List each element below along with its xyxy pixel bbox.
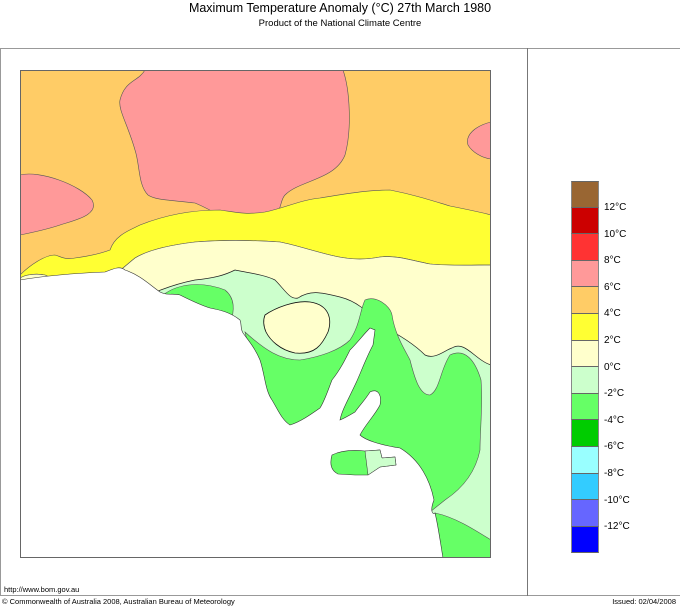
kangaroo-island-east xyxy=(364,449,397,476)
legend-label: 4°C xyxy=(604,308,621,320)
legend-label: 12°C xyxy=(604,202,627,213)
frame-left-border xyxy=(0,48,1,596)
legend-swatch-8-to-10 xyxy=(571,234,599,261)
legend-swatch-0-to-2 xyxy=(571,340,599,368)
legend-swatch-below-minus12 xyxy=(571,526,599,554)
zone-0-to-2-inner xyxy=(263,301,331,354)
map-title: Maximum Temperature Anomaly (°C) 27th Ma… xyxy=(188,1,492,15)
legend-label: 8°C xyxy=(604,255,621,267)
map-frame xyxy=(0,48,680,596)
legend-swatch-minus6-to-minus4 xyxy=(571,420,599,447)
legend-swatch-2-to-4 xyxy=(571,313,599,341)
issued-date: Issued: 02/04/2008 xyxy=(612,597,676,606)
legend-swatch-minus4-to-minus2 xyxy=(571,393,599,421)
legend-divider xyxy=(527,48,528,596)
map-border xyxy=(20,70,491,558)
color-legend xyxy=(571,181,599,554)
legend-swatch-10-to-12 xyxy=(571,207,599,235)
legend-swatch-6-to-8 xyxy=(571,260,599,288)
legend-label: -6°C xyxy=(604,441,625,453)
zone-6-to-8-west xyxy=(20,173,94,236)
zone-6-to-8-east xyxy=(467,121,491,160)
ocean xyxy=(20,267,444,558)
map-subtitle: Product of the National Climate Centre xyxy=(258,18,422,29)
legend-label: 10°C xyxy=(604,228,627,240)
legend-swatch-4-to-6 xyxy=(571,287,599,314)
legend-label: -8°C xyxy=(604,468,625,479)
legend-label: 0°C xyxy=(604,361,621,373)
copyright-notice: © Commonwealth of Australia 2008, Austra… xyxy=(2,597,235,606)
temperature-anomaly-map xyxy=(20,70,491,558)
legend-label: -10°C xyxy=(604,494,630,506)
legend-swatch-minus12-to-minus10 xyxy=(571,500,599,527)
legend-swatch-above-12 xyxy=(571,181,599,208)
legend-swatch-minus2-to-0 xyxy=(571,367,599,394)
legend-label: 6°C xyxy=(604,281,621,293)
legend-swatch-minus10-to-minus8 xyxy=(571,473,599,501)
source-url[interactable]: http://www.bom.gov.au xyxy=(4,585,80,594)
legend-label: 2°C xyxy=(604,335,621,346)
legend-swatch-minus8-to-minus6 xyxy=(571,446,599,474)
zone-6-to-8-north xyxy=(119,70,350,219)
legend-label: -2°C xyxy=(604,388,625,400)
legend-label: -4°C xyxy=(604,414,625,426)
legend-label: -12°C xyxy=(604,521,630,533)
